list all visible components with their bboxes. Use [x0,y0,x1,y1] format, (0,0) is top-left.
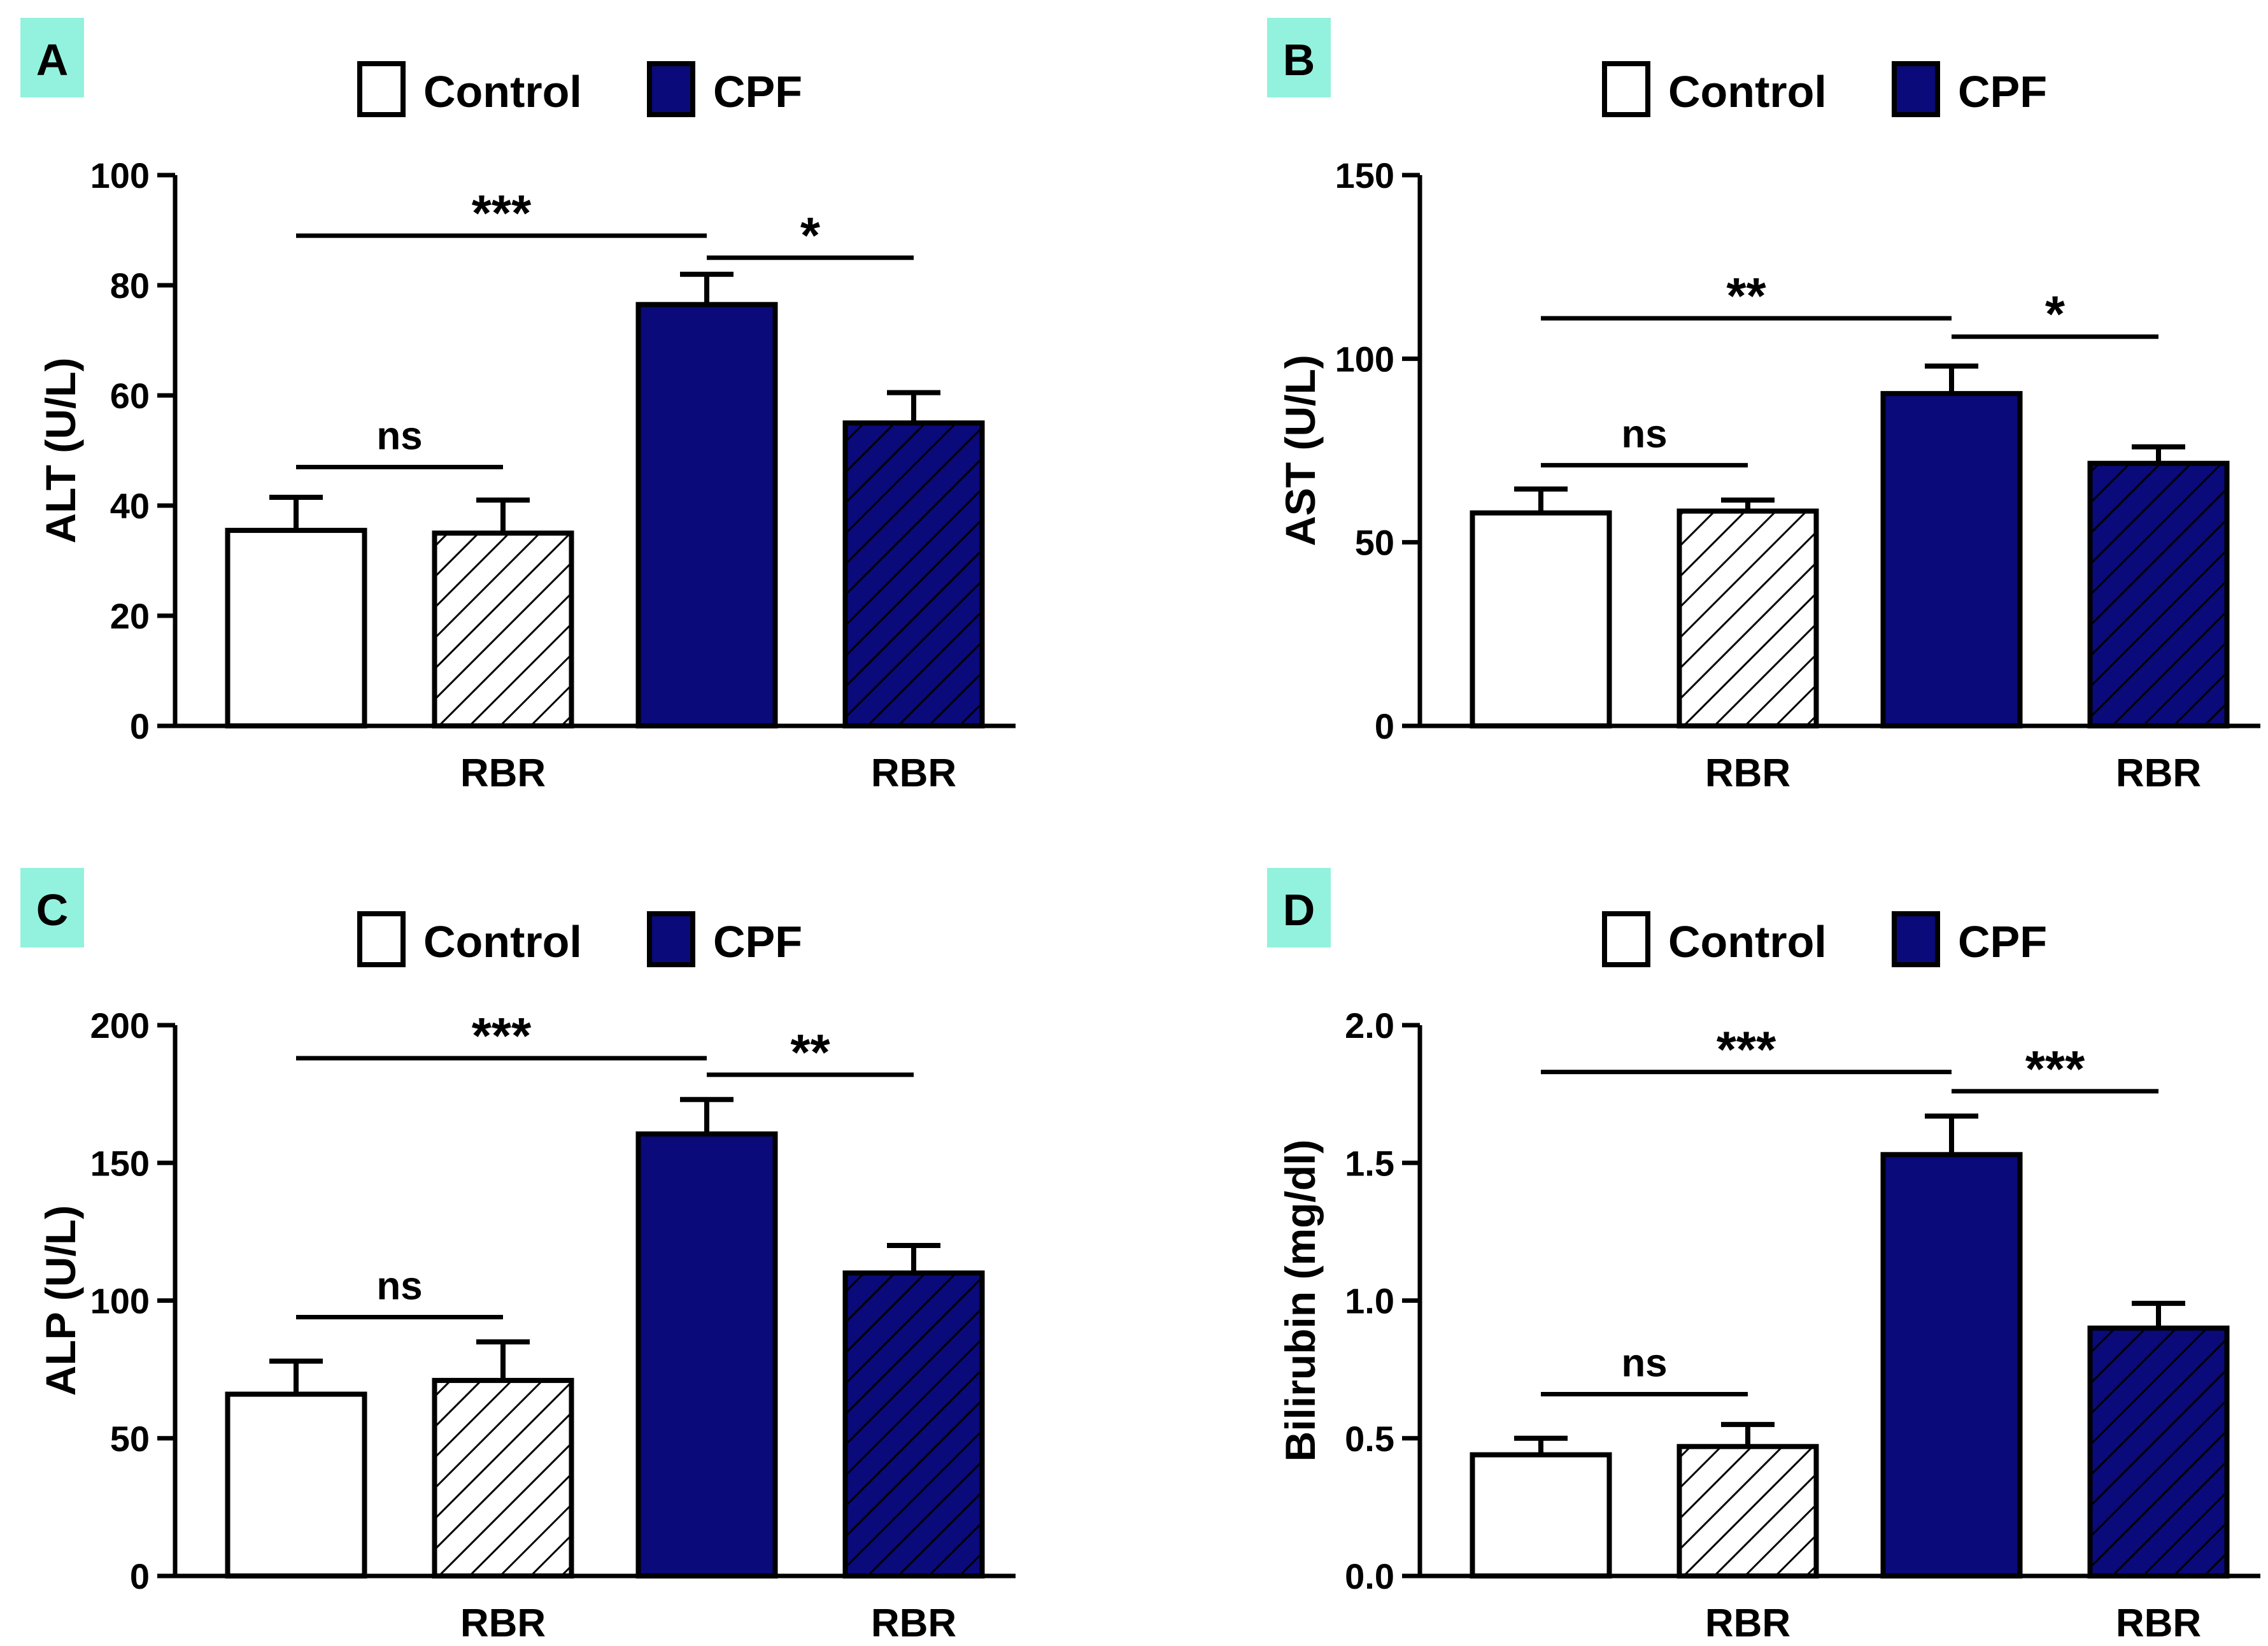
x-category-label: RBR [460,1601,546,1645]
significance-label: ns [1621,413,1667,457]
bar [842,420,985,728]
x-category-label: RBR [460,751,546,795]
bar [2087,460,2230,729]
bar [432,530,574,728]
significance-label: *** [472,185,532,241]
y-tick-label: 100 [90,155,150,195]
bar [1676,1444,1819,1579]
x-category-label: RBR [871,751,956,795]
panel-label-badge [1267,868,1331,947]
panel-label: C [36,885,69,935]
y-axis-label: ALP (U/L) [37,1205,84,1396]
significance-label: * [800,207,821,264]
legend-swatch-control [1602,911,1650,967]
y-tick-label: 1.0 [1345,1281,1394,1321]
legend-swatch-cpf [647,61,695,117]
bar [635,302,778,728]
bar [1880,391,2023,728]
legend-swatch-control [1602,61,1650,117]
legend-swatch-cpf [647,911,695,967]
y-tick-label: 0 [1375,706,1394,746]
y-tick-label: 60 [110,376,150,416]
x-category-label: RBR [871,1601,956,1645]
bar [2087,1325,2230,1579]
legend-label-cpf: CPF [1958,67,2047,117]
bar [1880,1152,2023,1579]
significance-label: ns [376,1264,422,1308]
panel-label: B [1283,35,1315,85]
bar [1676,508,1819,729]
y-tick-label: 40 [110,486,150,526]
y-tick-label: 0.5 [1345,1419,1394,1459]
legend-label-control: Control [423,917,582,967]
y-tick-label: 2.0 [1345,1005,1394,1046]
legend-label-cpf: CPF [1958,917,2047,967]
bar [842,1270,985,1579]
bar [1470,1452,1612,1579]
panel-label-badge [1267,18,1331,97]
x-category-label: RBR [1705,751,1790,795]
y-tick-label: 80 [110,266,150,306]
panel-label: A [36,35,69,85]
y-tick-label: 100 [90,1281,150,1321]
bar [225,1391,367,1579]
y-tick-label: 150 [1335,155,1394,195]
legend-swatch-control [357,61,406,117]
bar [432,1377,574,1579]
bar [1470,510,1612,728]
x-category-label: RBR [2116,1601,2201,1645]
significance-label: ** [1726,267,1766,324]
y-tick-label: 20 [110,596,150,636]
chart-panel-d: D Control CPF 0.0 0.5 1.0 1.5 2.0 Bilirubin (mg/… [1267,868,2260,1645]
chart-panel-a: A Control CPF 0 20 40 60 80 100 ALT (U/L) RBR RBR ns… [20,18,1016,795]
x-category-label: RBR [2116,751,2201,795]
y-tick-label: 50 [1355,523,1394,563]
legend-swatch-cpf [1892,61,1940,117]
panel-label-badge [20,868,84,947]
legend-label-control: Control [423,67,582,117]
y-tick-label: 150 [90,1143,150,1183]
bar [635,1131,778,1579]
y-tick-label: 0.0 [1345,1556,1394,1596]
y-tick-label: 50 [110,1419,150,1459]
significance-label: *** [472,1007,532,1064]
y-tick-label: 0 [130,1556,150,1596]
y-axis-label: ALT (U/L) [37,357,84,543]
y-tick-label: 0 [130,706,150,746]
significance-label: ** [790,1024,830,1081]
significance-label: *** [1717,1021,1776,1078]
legend-label-cpf: CPF [713,67,802,117]
panel-label-badge [20,18,84,97]
legend-label-cpf: CPF [713,917,802,967]
chart-panel-c: C Control CPF 0 50 100 150 200 ALP (U/L) RBR RBR ns… [20,868,1016,1645]
bar [225,527,367,728]
legend-swatch-cpf [1892,911,1940,967]
y-tick-label: 100 [1335,339,1394,379]
panel-label: D [1283,885,1315,935]
y-axis-label: AST (U/L) [1277,355,1324,546]
significance-label: ns [1621,1342,1667,1386]
y-tick-label: 1.5 [1345,1143,1394,1183]
y-tick-label: 200 [90,1005,150,1046]
x-category-label: RBR [1705,1601,1790,1645]
legend-label-control: Control [1668,67,1827,117]
significance-label: * [2045,286,2066,343]
significance-label: ns [376,414,422,458]
y-axis-label: Bilirubin (mg/dl) [1277,1140,1324,1462]
legend-swatch-control [357,911,406,967]
significance-label: *** [2025,1040,2085,1097]
legend-label-control: Control [1668,917,1827,967]
